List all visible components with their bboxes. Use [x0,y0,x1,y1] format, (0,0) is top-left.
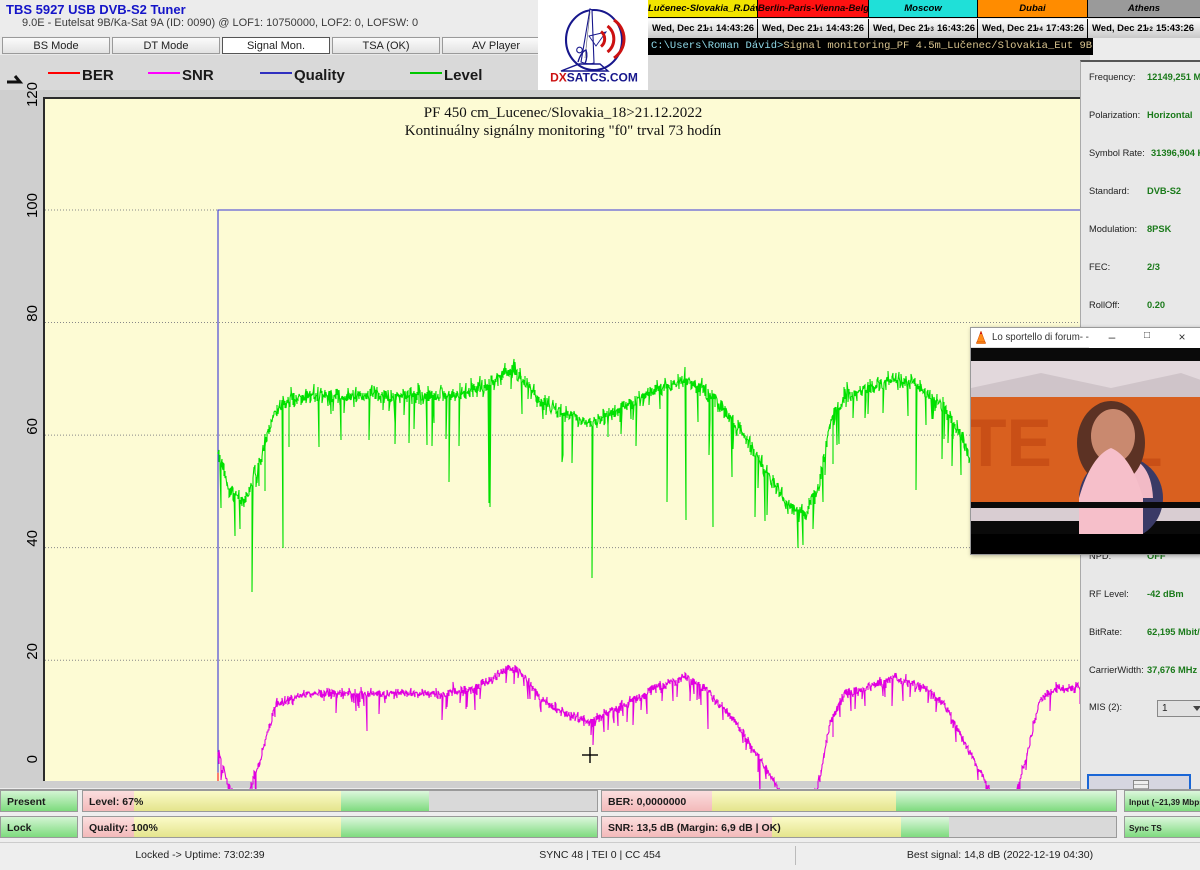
svg-text:TE: TE [971,405,1052,481]
svg-text:DXSATCS.COM: DXSATCS.COM [550,71,638,85]
